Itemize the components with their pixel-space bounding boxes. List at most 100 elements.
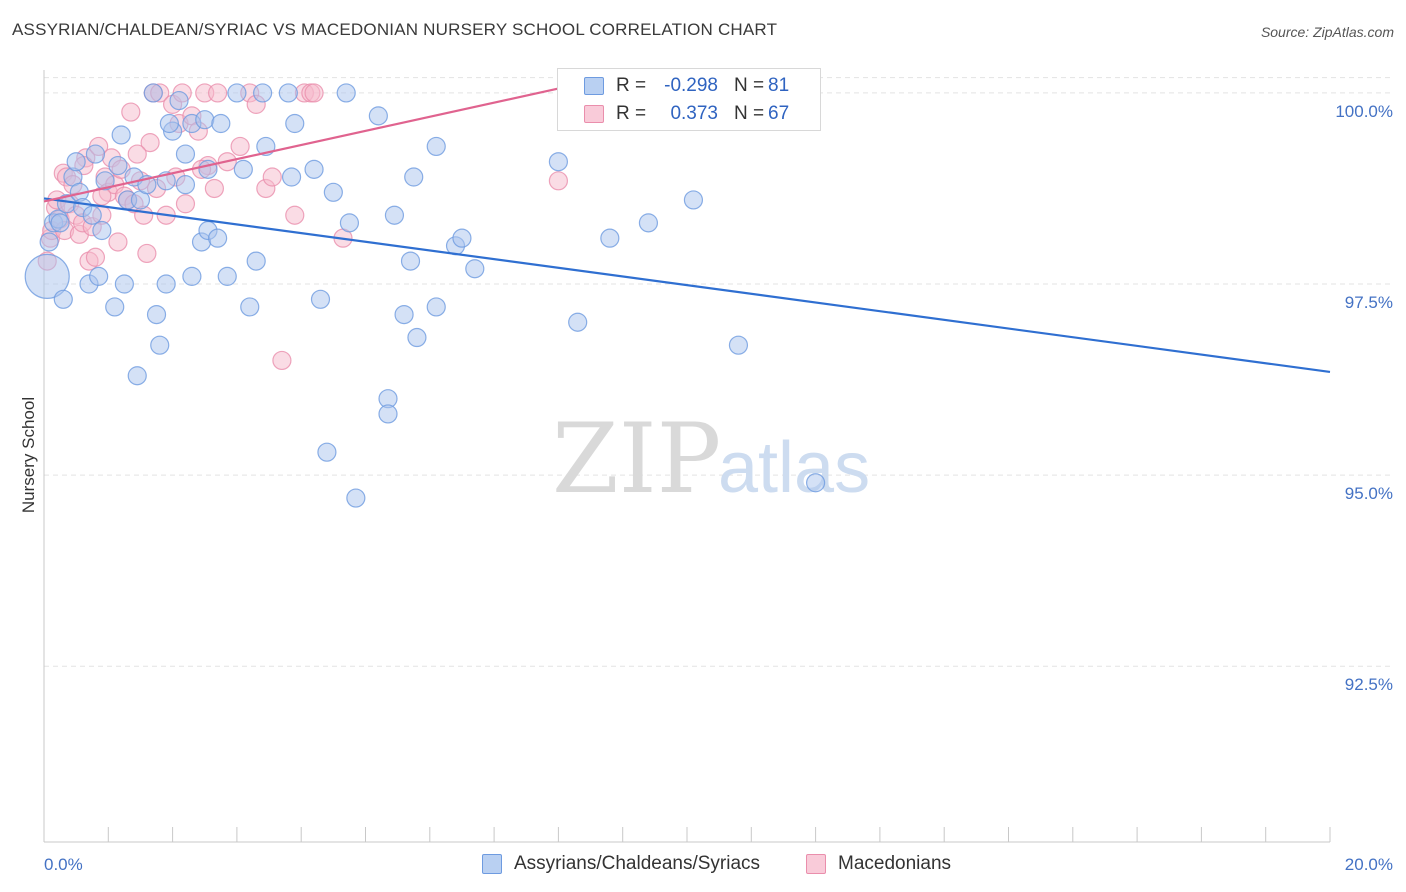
point-macedonians[interactable] [262, 167, 282, 187]
point-assyrians[interactable] [548, 152, 569, 172]
point-assyrians[interactable] [600, 228, 620, 248]
point-assyrians[interactable] [233, 159, 253, 179]
legend-row-assyrians: R = -0.298 N = 81 [558, 73, 820, 101]
point-assyrians[interactable] [39, 232, 59, 252]
point-assyrians[interactable] [465, 259, 485, 279]
point-assyrians[interactable] [310, 289, 331, 309]
point-macedonians[interactable] [121, 102, 141, 122]
point-assyrians[interactable] [66, 152, 86, 172]
point-assyrians[interactable] [638, 213, 659, 233]
watermark: ZIP atlas [552, 403, 870, 515]
point-assyrians[interactable] [400, 251, 421, 271]
point-macedonians[interactable] [272, 350, 292, 371]
point-macedonians[interactable] [85, 247, 106, 267]
legend-n-value: 81 [768, 75, 790, 96]
legend-r-label: R = [616, 103, 647, 124]
watermark-atlas: atlas [718, 428, 870, 508]
point-assyrians[interactable] [407, 327, 427, 348]
point-assyrians[interactable] [336, 83, 356, 103]
point-assyrians[interactable] [728, 335, 749, 355]
point-assyrians[interactable] [111, 125, 131, 145]
point-assyrians[interactable] [175, 175, 196, 195]
point-assyrians[interactable] [285, 113, 305, 134]
point-assyrians[interactable] [317, 442, 337, 462]
point-assyrians[interactable] [339, 213, 360, 233]
series-legend: Assyrians/Chaldeans/Syriacs Macedonians [0, 852, 1406, 878]
point-assyrians[interactable] [378, 404, 398, 424]
point-assyrians[interactable] [105, 297, 125, 317]
point-assyrians[interactable] [346, 488, 366, 508]
point-macedonians[interactable] [175, 194, 196, 214]
point-assyrians[interactable] [92, 220, 112, 241]
point-assyrians[interactable] [195, 110, 215, 130]
point-assyrians[interactable] [175, 144, 196, 164]
point-assyrians[interactable] [95, 171, 115, 191]
point-assyrians[interactable] [159, 113, 179, 134]
point-assyrians[interactable] [208, 228, 228, 248]
point-assyrians[interactable] [240, 297, 260, 317]
legend-swatch-blue [482, 854, 502, 874]
point-assyrians[interactable] [150, 335, 170, 355]
point-assyrians[interactable] [323, 182, 343, 202]
point-assyrians[interactable] [217, 266, 237, 286]
point-assyrians[interactable] [568, 312, 588, 332]
point-assyrians[interactable] [24, 253, 70, 299]
x-tick-label-max: 20.0% [1345, 855, 1393, 874]
point-macedonians[interactable] [140, 133, 160, 153]
point-macedonians[interactable] [285, 205, 305, 225]
y-axis-label: Nursery School [19, 397, 38, 513]
point-macedonians[interactable] [548, 171, 569, 191]
point-assyrians[interactable] [394, 304, 414, 325]
point-assyrians[interactable] [211, 113, 231, 134]
point-macedonians[interactable] [204, 178, 224, 199]
point-assyrians[interactable] [426, 136, 446, 157]
point-macedonians[interactable] [304, 83, 324, 103]
legend-n-label: N = [734, 103, 765, 124]
point-assyrians[interactable] [53, 289, 73, 309]
point-macedonians[interactable] [108, 232, 128, 252]
point-assyrians[interactable] [384, 205, 405, 225]
point-assyrians[interactable] [281, 167, 302, 187]
point-assyrians[interactable] [227, 83, 247, 103]
point-assyrians[interactable] [404, 167, 424, 187]
point-assyrians[interactable] [805, 473, 826, 493]
point-macedonians[interactable] [137, 243, 157, 264]
point-assyrians[interactable] [108, 155, 128, 176]
y-tick-label: 95.0% [1345, 484, 1393, 503]
point-assyrians[interactable] [304, 159, 324, 179]
point-macedonians[interactable] [230, 136, 250, 157]
point-assyrians[interactable] [426, 297, 446, 317]
point-assyrians[interactable] [146, 304, 167, 325]
y-tick-label: 100.0% [1335, 102, 1393, 121]
legend-n-label: N = [734, 75, 765, 96]
trend-line-macedonians [43, 80, 591, 203]
x-tick-label-min: 0.0% [44, 855, 83, 874]
point-assyrians[interactable] [82, 205, 102, 225]
legend-swatch-pink [584, 105, 604, 123]
point-assyrians[interactable] [50, 213, 70, 233]
point-assyrians[interactable] [143, 83, 163, 103]
point-assyrians[interactable] [253, 83, 273, 103]
point-assyrians[interactable] [368, 106, 388, 126]
point-assyrians[interactable] [89, 266, 109, 286]
point-assyrians[interactable] [246, 251, 266, 271]
legend-swatch-pink [806, 854, 826, 874]
point-macedonians[interactable] [127, 144, 147, 164]
legend-label-assyrians: Assyrians/Chaldeans/Syriacs [514, 853, 761, 874]
point-assyrians[interactable] [182, 266, 202, 286]
trend-lines [43, 80, 1331, 374]
chart-title: ASSYRIAN/CHALDEAN/SYRIAC VS MACEDONIAN N… [12, 20, 778, 39]
point-macedonians[interactable] [208, 83, 228, 103]
source-label: Source: ZipAtlas.com [1260, 24, 1394, 40]
y-tick-labels: 92.5% 95.0% 97.5% 100.0% [1335, 102, 1393, 694]
point-assyrians[interactable] [114, 274, 134, 294]
point-assyrians[interactable] [127, 366, 147, 386]
point-assyrians[interactable] [156, 274, 176, 294]
point-assyrians[interactable] [683, 190, 704, 210]
point-assyrians[interactable] [85, 144, 106, 164]
point-assyrians[interactable] [169, 90, 189, 111]
legend-n-value: 67 [768, 103, 790, 124]
point-assyrians[interactable] [278, 83, 298, 103]
x-tick-marks [43, 827, 1331, 842]
point-assyrians[interactable] [452, 228, 472, 248]
